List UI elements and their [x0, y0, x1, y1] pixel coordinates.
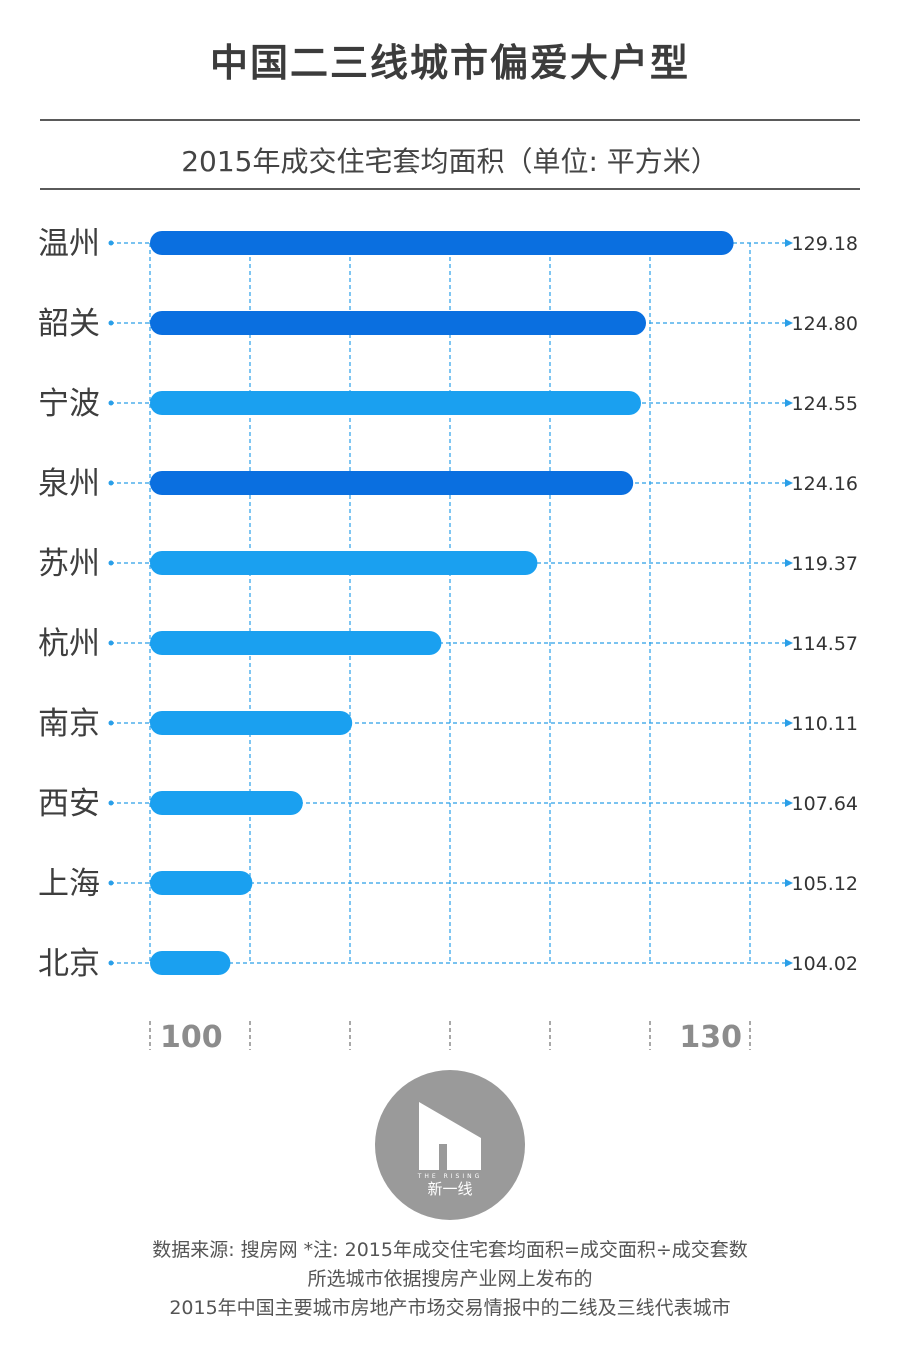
category-label: 泉州 [38, 466, 100, 502]
guide-dot [108, 960, 114, 966]
subtitle-divider [40, 188, 860, 190]
category-label: 西安 [38, 786, 100, 822]
guide-dot [108, 800, 114, 806]
guide-arrow [785, 879, 793, 887]
bar [150, 311, 646, 335]
guide-arrow [785, 399, 793, 407]
value-label: 124.16 [792, 473, 858, 495]
category-label: 宁波 [38, 386, 100, 422]
logo-caption: 新一线 [427, 1180, 472, 1198]
bar [150, 391, 641, 415]
guide-arrow [785, 319, 793, 327]
bar [150, 471, 634, 495]
bar [150, 871, 253, 895]
value-label: 114.57 [792, 633, 858, 655]
category-label: 温州 [38, 226, 100, 262]
footer-note-line: 2015年中国主要城市房地产市场交易情报中的二线及三线代表城市 [169, 1297, 731, 1319]
bar [150, 231, 734, 255]
value-label: 124.80 [792, 313, 858, 335]
guide-dot [108, 560, 114, 566]
logo-mark [419, 1102, 481, 1170]
footer-source-line: 数据来源: 搜房网 *注: 2015年成交住宅套均面积=成交面积÷成交套数 [152, 1239, 748, 1261]
bar [150, 791, 303, 815]
bar [150, 711, 353, 735]
guide-dot [108, 400, 114, 406]
x-tick-label: 100 [160, 1020, 223, 1055]
value-label: 104.02 [792, 953, 858, 975]
bar-chart: 温州 129.18 韶关 124.80 宁波 124.55 泉州 124.16 苏州 119.37… [38, 226, 858, 1055]
guide-dot [108, 640, 114, 646]
guide-arrow [785, 719, 793, 727]
the-rising-logo-icon: THE RISING 新一线 [375, 1070, 525, 1220]
bar [150, 631, 442, 655]
guide-arrow [785, 239, 793, 247]
x-tick-label: 130 [679, 1020, 742, 1055]
guide-dot [108, 720, 114, 726]
bar [150, 951, 231, 975]
bar [150, 551, 538, 575]
value-label: 110.11 [792, 713, 858, 735]
category-label: 北京 [38, 946, 100, 982]
guide-dot [108, 480, 114, 486]
chart-title: 中国二三线城市偏爱大户型 [209, 41, 690, 85]
guide-arrow [785, 959, 793, 967]
guide-dot [108, 880, 114, 886]
guide-arrow [785, 479, 793, 487]
category-label: 上海 [38, 866, 100, 902]
category-label: 苏州 [38, 546, 100, 582]
guide-arrow [785, 799, 793, 807]
value-label: 119.37 [792, 553, 858, 575]
value-label: 105.12 [792, 873, 858, 895]
top-divider [40, 119, 860, 121]
footer-note-line: 所选城市依据搜房产业网上发布的 [307, 1268, 593, 1290]
logo-tagline: THE RISING [417, 1173, 483, 1180]
category-label: 南京 [38, 706, 100, 742]
guide-dot [108, 240, 114, 246]
guide-dot [108, 320, 114, 326]
guide-arrow [785, 639, 793, 647]
guide-arrow [785, 559, 793, 567]
value-label: 107.64 [792, 793, 858, 815]
category-label: 韶关 [38, 306, 100, 342]
value-label: 124.55 [792, 393, 858, 415]
footer-notes: 数据来源: 搜房网 *注: 2015年成交住宅套均面积=成交面积÷成交套数 所选… [0, 1236, 900, 1323]
value-label: 129.18 [792, 233, 858, 255]
chart-subtitle: 2015年成交住宅套均面积（单位: 平方米） [181, 145, 719, 178]
category-label: 杭州 [38, 626, 100, 662]
